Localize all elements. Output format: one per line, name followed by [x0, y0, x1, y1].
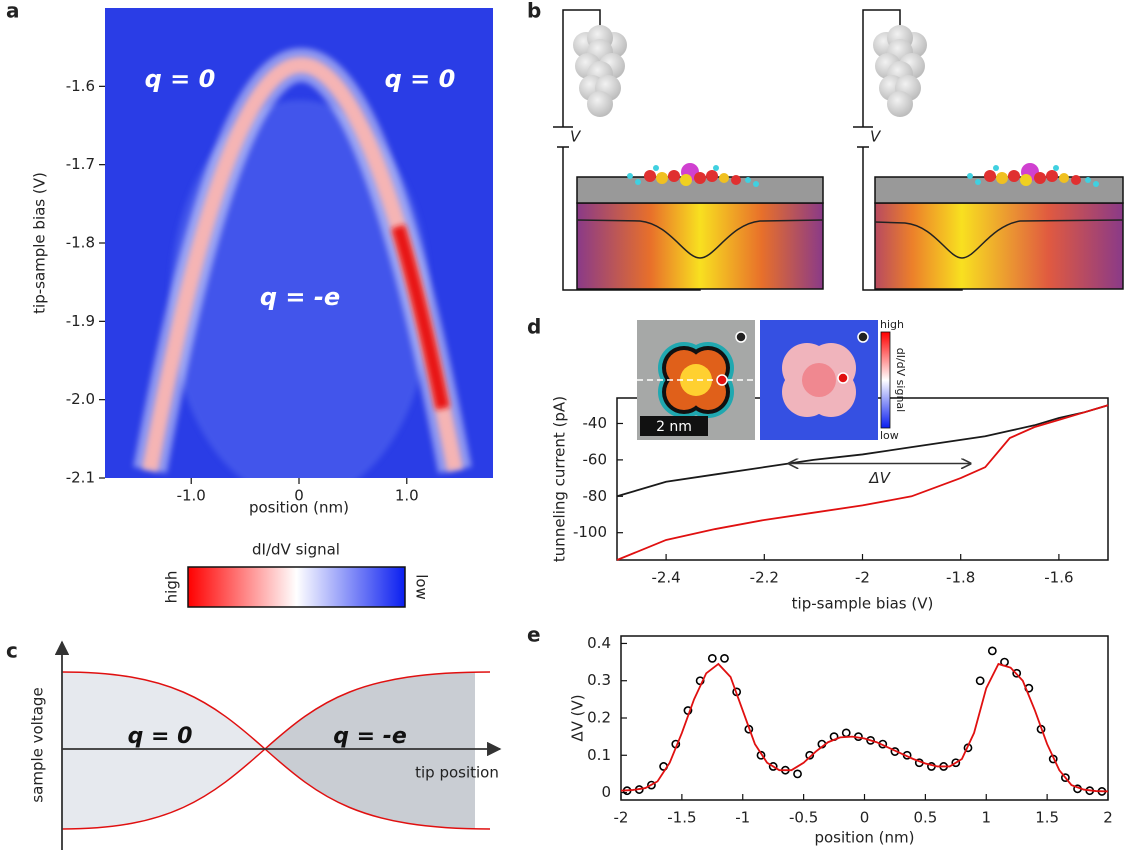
data-point — [768, 762, 778, 771]
potential-curve — [576, 219, 824, 259]
panel-label: e — [527, 623, 541, 647]
panel-label: b — [527, 0, 541, 23]
x-tick-label: 1 — [981, 809, 991, 827]
colorbar-high: high — [163, 571, 181, 604]
voltage-label: V — [570, 128, 582, 146]
data-point — [793, 769, 802, 779]
y-tick-label: -40 — [583, 414, 608, 432]
potential-curve — [874, 219, 1124, 259]
data-point — [987, 646, 997, 656]
substrate — [576, 202, 824, 290]
data-point — [707, 653, 717, 663]
x-tick-label: -1.0 — [177, 487, 206, 505]
data-point — [805, 750, 815, 760]
x-tick-label: -2 — [855, 569, 870, 587]
x-tick-label: 0.5 — [913, 809, 937, 827]
y-axis-label: ΔV (V) — [569, 694, 587, 741]
y-tick-label: 0.2 — [587, 709, 611, 727]
tip — [573, 25, 627, 117]
y-axis-label: tip-sample bias (V) — [31, 172, 49, 314]
voltage-label: V — [870, 128, 882, 146]
x-tick-label: 2 — [1103, 809, 1113, 827]
data-point — [756, 750, 766, 760]
inset-didv — [760, 320, 891, 440]
annotation: q = 0 — [385, 65, 456, 93]
y-tick-label: -100 — [573, 523, 607, 541]
inset-topography — [637, 320, 755, 440]
heatmap-image — [105, 8, 493, 478]
data-line — [620, 662, 1109, 793]
annotation: ΔV — [868, 469, 891, 487]
annotation: q = 0 — [145, 65, 216, 93]
colorbar-low: low — [413, 574, 431, 600]
y-axis-label: tunneling current (pA) — [551, 396, 569, 562]
x-tick-label: -1.6 — [1044, 569, 1073, 587]
y-tick-label: 0.3 — [587, 671, 611, 689]
tip — [873, 25, 927, 117]
axis-label: sample voltage — [29, 687, 47, 802]
x-axis-label: position (nm) — [249, 499, 349, 517]
y-tick-label: 0.4 — [587, 634, 611, 652]
x-tick-label: -0.5 — [789, 809, 818, 827]
y-tick-label: -2.0 — [66, 390, 95, 408]
substrate — [874, 202, 1124, 290]
scale-bar-label: 2 nm — [656, 419, 692, 435]
x-tick-label: -1.8 — [946, 569, 975, 587]
x-tick-label: 0 — [294, 487, 304, 505]
plot-frame — [620, 635, 1109, 801]
data-point — [866, 735, 875, 745]
x-tick-label: -1.5 — [667, 809, 696, 827]
x-tick-label: 1.5 — [1035, 809, 1059, 827]
panel-label: c — [6, 639, 18, 663]
y-tick-label: -60 — [583, 450, 608, 468]
y-tick-label: -1.6 — [66, 77, 95, 95]
data-point — [975, 676, 985, 686]
x-tick-label: 1.0 — [395, 487, 419, 505]
data-point — [951, 758, 961, 768]
y-tick-label: -1.8 — [66, 234, 95, 252]
panel-label: a — [6, 0, 20, 23]
y-tick-label: -2.1 — [66, 469, 95, 487]
data-line — [616, 404, 1109, 561]
panel-label: d — [527, 315, 541, 339]
colorbar-title: dI/dV signal — [252, 541, 340, 559]
colorbar-low: low — [880, 429, 899, 442]
charts: -1.0 0 1.0 -1.6 -1.7 -1.8 -1.9 -2.0 -2.1 position… — [31, 77, 1113, 847]
x-tick-label: -2.2 — [750, 569, 779, 587]
y-tick-label: 0.1 — [587, 746, 611, 764]
data-point — [841, 728, 851, 738]
region-label: q = 0 — [128, 724, 193, 749]
colorbar-high: high — [880, 318, 904, 331]
x-axis-label: tip-sample bias (V) — [792, 595, 934, 613]
y-tick-label: -1.9 — [66, 312, 95, 330]
colorbar-title: dI/dV signal — [894, 348, 907, 412]
x-tick-label: 0 — [860, 809, 870, 827]
data-point — [1012, 668, 1022, 678]
x-axis-label: position (nm) — [814, 829, 914, 847]
region-label: q = -e — [333, 724, 407, 749]
axis-label: tip position — [415, 764, 499, 782]
data-line — [616, 404, 1109, 498]
charge-regions — [62, 672, 475, 829]
y-tick-label: -1.7 — [66, 155, 95, 173]
data-point — [1060, 773, 1070, 783]
y-tick-label: 0 — [601, 783, 611, 801]
x-tick-label: -1 — [735, 809, 750, 827]
x-tick-label: -2.4 — [651, 569, 680, 587]
annotation: q = -e — [260, 283, 340, 311]
data-point — [647, 780, 656, 790]
x-tick-label: -2 — [614, 809, 629, 827]
y-tick-label: -80 — [583, 487, 608, 505]
colorbar — [187, 566, 406, 608]
data-point — [720, 653, 729, 663]
